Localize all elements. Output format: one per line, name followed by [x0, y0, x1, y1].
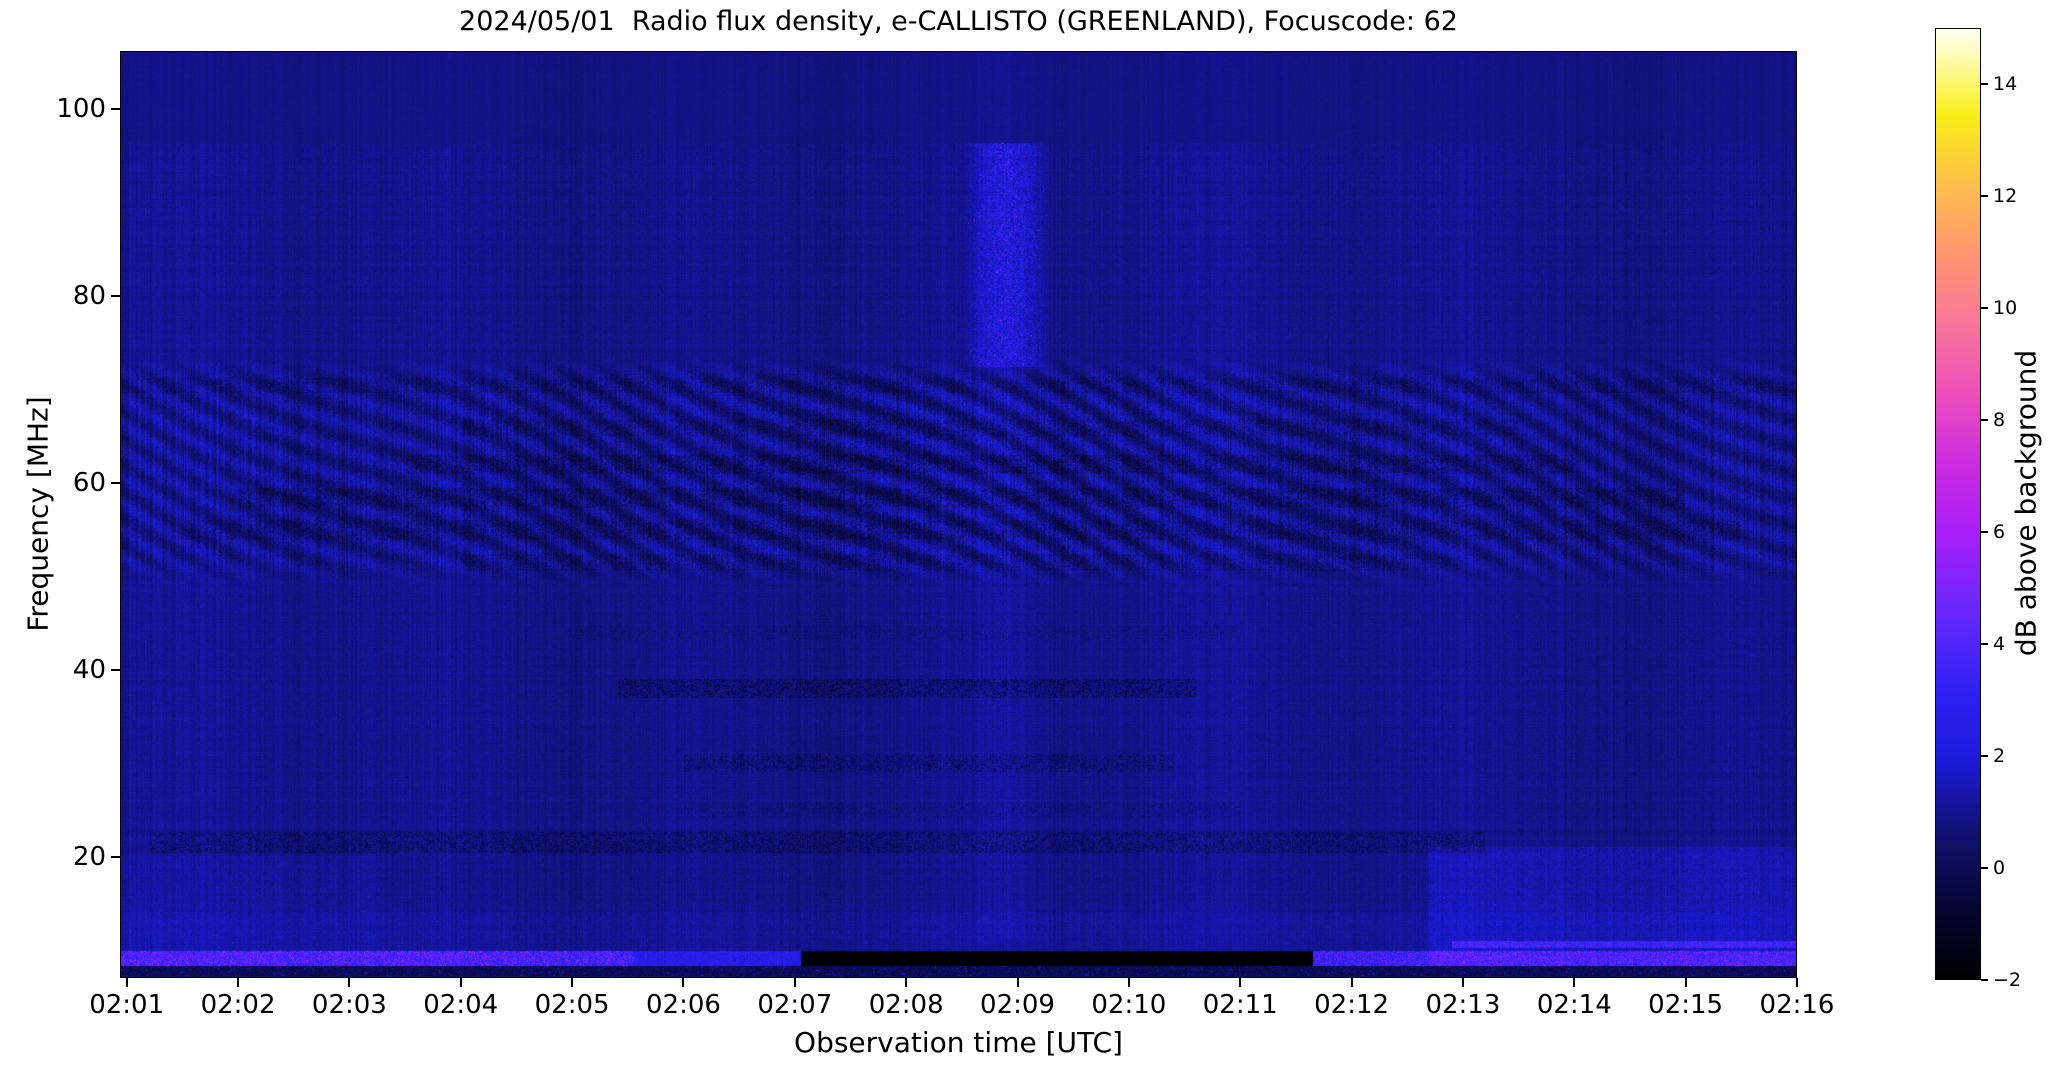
colorbar-tick-mark: [1981, 419, 1988, 421]
colorbar-tick-mark: [1981, 531, 1988, 533]
x-tick-label: 02:07: [757, 990, 833, 1020]
x-tick-label: 02:02: [200, 990, 276, 1020]
x-tick-label: 02:03: [311, 990, 387, 1020]
colorbar-tick-mark: [1981, 83, 1988, 85]
x-axis-label: Observation time [UTC]: [794, 1026, 1123, 1059]
chart-title: 2024/05/01 Radio flux density, e-CALLIST…: [459, 6, 1458, 37]
x-tick-label: 02:08: [868, 990, 944, 1020]
x-tick-label: 02:01: [89, 990, 165, 1020]
colorbar-tick-label: 2: [1993, 745, 2006, 767]
x-tick-mark: [1350, 978, 1353, 987]
y-tick-mark: [111, 294, 120, 297]
x-tick-label: 02:11: [1202, 990, 1278, 1020]
colorbar-tick-mark: [1981, 643, 1988, 645]
colorbar-tick-label: 10: [1993, 297, 2018, 319]
colorbar-tick-label: 4: [1993, 633, 2006, 655]
colorbar-tick-label: 8: [1993, 409, 2006, 431]
x-tick-label: 02:09: [980, 990, 1055, 1020]
y-tick-mark: [111, 481, 120, 484]
y-tick-label: 100: [56, 93, 106, 124]
x-tick-label: 02:04: [423, 990, 499, 1020]
y-tick-mark: [111, 107, 120, 110]
x-tick-mark: [1239, 978, 1242, 987]
colorbar-tick-label: −2: [1993, 969, 2022, 991]
x-tick-mark: [1016, 978, 1019, 987]
y-axis-label: Frequency [MHz]: [21, 396, 55, 632]
x-tick-mark: [1461, 978, 1464, 987]
y-tick-label: 20: [72, 841, 106, 872]
x-tick-label: 02:06: [645, 990, 721, 1020]
x-tick-label: 02:05: [534, 990, 610, 1020]
x-tick-mark: [459, 978, 462, 987]
x-tick-mark: [1573, 978, 1576, 987]
x-tick-mark: [682, 978, 685, 987]
colorbar-tick-mark: [1981, 195, 1988, 197]
y-tick-mark: [111, 855, 120, 858]
colorbar-tick-label: 12: [1993, 185, 2018, 207]
x-tick-label: 02:10: [1091, 990, 1167, 1020]
colorbar: [1935, 28, 1981, 980]
colorbar-tick-mark: [1981, 979, 1988, 981]
colorbar-tick-mark: [1981, 867, 1988, 869]
y-tick-mark: [111, 668, 120, 671]
x-tick-mark: [1127, 978, 1130, 987]
x-tick-label: 02:16: [1759, 990, 1835, 1020]
colorbar-tick-label: 0: [1993, 857, 2006, 879]
y-tick-label: 80: [72, 280, 106, 311]
colorbar-tick-label: 6: [1993, 521, 2006, 543]
spectrogram-canvas: [121, 52, 1796, 977]
x-tick-mark: [1796, 978, 1798, 987]
x-tick-mark: [905, 978, 908, 987]
x-tick-label: 02:14: [1536, 990, 1612, 1020]
colorbar-tick-mark: [1981, 307, 1988, 309]
colorbar-tick-mark: [1981, 755, 1988, 757]
plot-area: [120, 51, 1797, 978]
x-tick-label: 02:13: [1425, 990, 1501, 1020]
x-tick-mark: [237, 978, 240, 987]
colorbar-label: dB above background: [2009, 349, 2043, 657]
x-tick-mark: [1684, 978, 1687, 987]
y-tick-label: 40: [72, 654, 106, 685]
x-tick-label: 02:12: [1314, 990, 1390, 1020]
x-tick-mark: [348, 978, 351, 987]
colorbar-tick-label: 14: [1993, 73, 2018, 95]
x-tick-mark: [793, 978, 796, 987]
x-tick-mark: [125, 978, 128, 987]
x-tick-label: 02:15: [1648, 990, 1724, 1020]
x-tick-mark: [571, 978, 574, 987]
y-tick-label: 60: [72, 467, 106, 498]
